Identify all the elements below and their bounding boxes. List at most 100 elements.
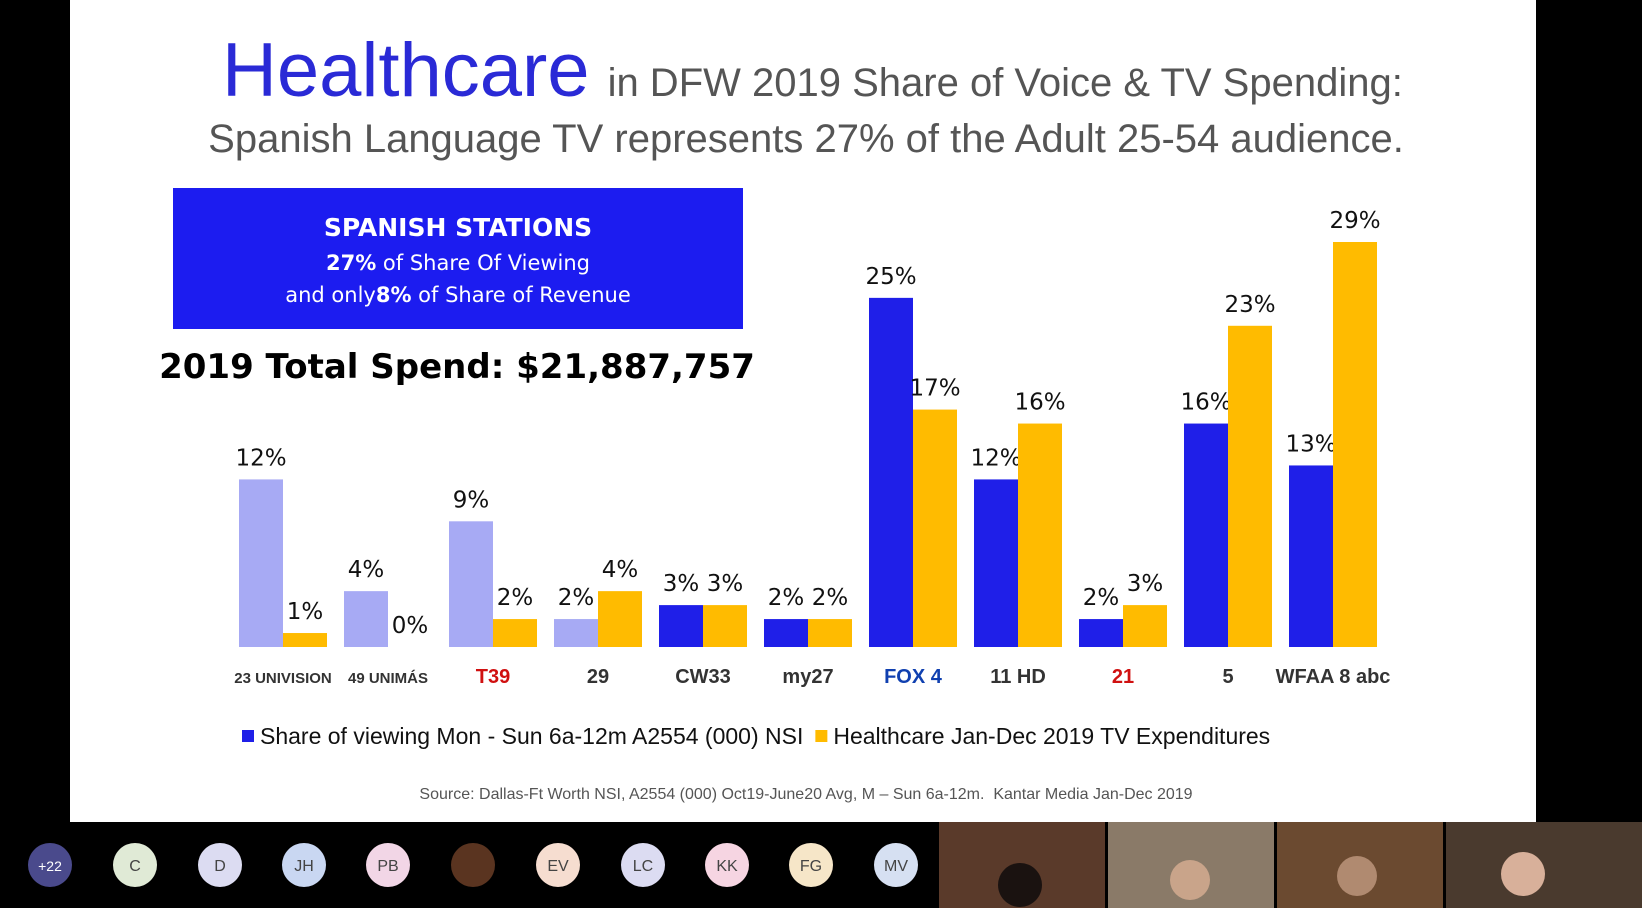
slide [70,0,1536,822]
station-logo: 29 [587,666,609,688]
legend-label: Share of viewing Mon - Sun 6a-12m A2554 … [260,723,803,749]
data-label: 4% [348,557,385,583]
data-label: 2% [1083,585,1120,611]
data-label: 16% [1014,390,1065,416]
bar [344,591,388,647]
data-label: 1% [287,599,324,625]
bar [1018,423,1062,647]
video-tiles [939,822,1642,908]
avatar[interactable] [282,843,326,887]
avatar-initials: C [129,858,141,875]
station-logo: 5 [1222,666,1233,688]
bar [808,619,852,647]
callout-title: SPANISH STATIONS [324,213,592,242]
avatar-initials: D [214,858,226,875]
avatar[interactable] [366,843,410,887]
data-label: 3% [663,571,700,597]
callout-text: and only [285,283,376,307]
bar [764,619,808,647]
avatar[interactable] [789,843,833,887]
bar [283,633,327,647]
bar [239,479,283,647]
bar [493,619,537,647]
title-rest: in DFW 2019 Share of Voice & TV Spending… [608,61,1403,105]
data-label: 12% [970,445,1021,471]
avatar-initials: FG [800,858,822,875]
bar [913,409,957,647]
bar [974,479,1018,647]
station-logo: WFAA 8 abc [1276,666,1391,688]
bar [659,605,703,647]
avatar[interactable] [874,843,918,887]
person [998,863,1042,907]
title-emphasis: Healthcare [222,28,590,113]
data-label: 12% [235,445,286,471]
person [1170,860,1210,900]
person [1501,852,1545,896]
data-label: 2% [558,585,595,611]
data-label: 2% [768,585,805,611]
data-label: 2% [812,585,849,611]
station-logo: T39 [476,666,510,688]
avatar-initials: MV [884,858,908,875]
station-logo: FOX 4 [884,666,943,688]
data-label: 3% [1127,571,1164,597]
station-logo: my27 [782,666,833,688]
bar [1123,605,1167,647]
avatar-initials: KK [716,858,738,875]
data-label: 9% [453,487,490,513]
data-label: 29% [1329,208,1380,234]
bar [598,591,642,647]
callout-text: 27% [326,251,376,275]
bar [1228,325,1272,647]
data-label: 13% [1285,431,1336,457]
callout-text: 8% [376,283,412,307]
station-logo: 49 UNIMÁS [348,670,428,687]
bar [449,521,493,647]
callout-text: of Share Of Viewing [376,251,590,275]
avatar[interactable] [28,843,72,887]
avatar[interactable] [536,843,580,887]
station-logo: CW33 [675,666,731,688]
source-note: Source: Dallas-Ft Worth NSI, A2554 (000)… [419,786,1192,803]
avatar-initials: EV [547,858,569,875]
callout-line: 27% of Share Of Viewing [326,251,590,275]
station-logo: 21 [1112,666,1134,688]
callout-text: of Share of Revenue [412,283,631,307]
data-label: 16% [1180,390,1231,416]
avatar-initials: +22 [38,858,62,874]
bar [1289,465,1333,647]
legend-swatch [815,730,828,742]
callout-line: and only8% of Share of Revenue [285,283,631,307]
avatar-photo[interactable] [451,843,495,887]
video-tile[interactable] [1446,822,1642,908]
data-label: 3% [707,571,744,597]
bar [1333,242,1377,647]
avatar[interactable] [113,843,157,887]
data-label: 0% [392,613,429,639]
avatar-initials: JH [294,858,314,875]
callout-box [173,188,743,329]
slide-title: Healthcare in DFW 2019 Share of Voice & T… [200,28,1416,113]
avatar-initials: LC [633,858,653,875]
station-logo: 23 UNIVISION [234,670,332,687]
station-logo: 11 HD [990,666,1046,688]
avatar-initials: PB [377,858,398,875]
data-label: 17% [909,376,960,402]
bar-chart: 12% 1% 23 UNIVISION 4% 0% 49 UNIMÁS 9% 2% T39 2% 4… [234,208,1390,749]
bar [869,297,913,647]
bar [1079,619,1123,647]
avatar[interactable] [621,843,665,887]
bar [703,605,747,647]
data-label: 2% [497,585,534,611]
avatar[interactable] [705,843,749,887]
avatar[interactable] [198,843,242,887]
bar [554,619,598,647]
data-label: 4% [602,557,639,583]
bar [1184,423,1228,647]
legend-swatch [242,730,254,742]
legend-label: Healthcare Jan-Dec 2019 TV Expenditures [833,723,1270,749]
participant-strip: +22 C D JH PB EV LC KK FG MV [28,843,918,887]
